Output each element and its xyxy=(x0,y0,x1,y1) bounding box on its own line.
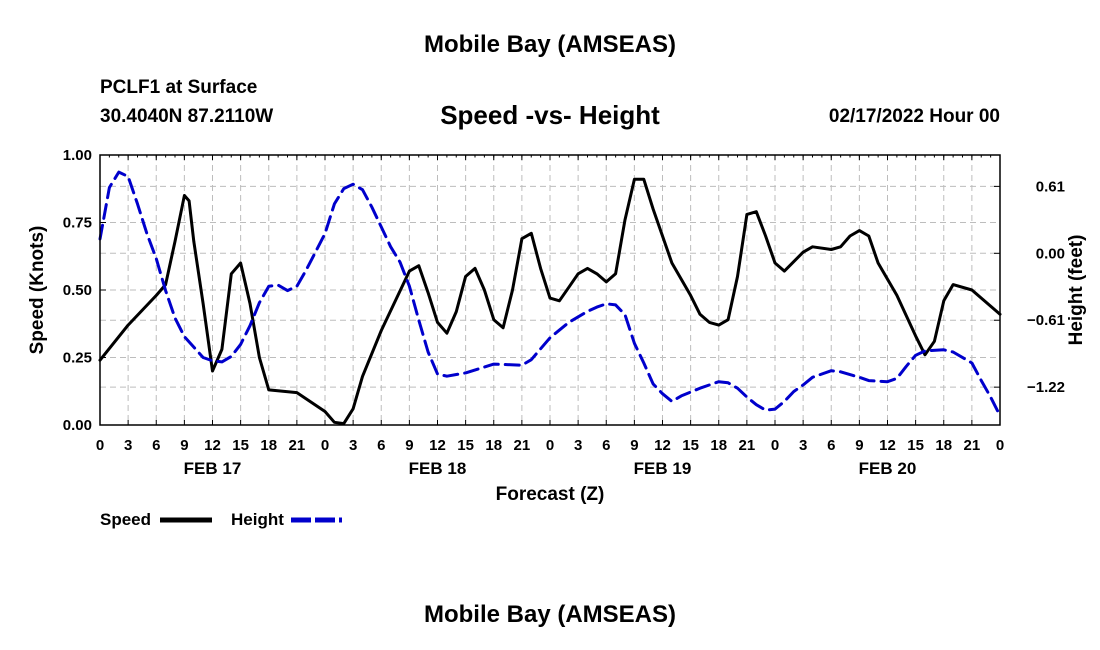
series-line-height xyxy=(98,170,1002,418)
x-tick-label: 0 xyxy=(321,437,329,454)
y-tick-label: 0.25 xyxy=(63,350,92,367)
y-tick-label: 1.00 xyxy=(63,147,92,164)
x-tick-label: 6 xyxy=(602,437,610,454)
x-tick-label: 18 xyxy=(260,437,277,454)
axes: 0 3 6 9 12 15 18 21 0 3 6 9 12 15 18 21 0 3 6 9 12 15 18 21 0 3 6 9… xyxy=(63,147,1065,478)
datetime-label: 02/17/2022 Hour 00 xyxy=(828,106,1000,127)
series-line-speed xyxy=(98,177,1002,426)
x-tick-label: 3 xyxy=(349,437,357,454)
x-tick-label: 18 xyxy=(485,437,502,454)
date-label: FEB 19 xyxy=(634,459,692,478)
x-tick-label: 12 xyxy=(654,437,671,454)
x-tick-label: 9 xyxy=(405,437,413,454)
y2-tick-label: 0.61 xyxy=(1036,178,1065,195)
x-tick-label: 0 xyxy=(771,437,779,454)
y2-tick-label: −0.61 xyxy=(1027,312,1065,329)
legend-label-height: Height xyxy=(231,510,284,529)
station-label: PCLF1 at Surface xyxy=(100,77,258,98)
x-tick-label: 9 xyxy=(180,437,188,454)
x-tick-label: 0 xyxy=(996,437,1004,454)
grid xyxy=(100,155,1000,425)
x-tick-label: 18 xyxy=(935,437,952,454)
chart-title: Speed -vs- Height xyxy=(440,100,660,130)
date-label: FEB 17 xyxy=(184,459,242,478)
x-tick-label: 6 xyxy=(377,437,385,454)
x-tick-label: 15 xyxy=(682,437,699,454)
x-tick-label: 6 xyxy=(827,437,835,454)
x-tick-label: 18 xyxy=(710,437,727,454)
x-tick-label: 9 xyxy=(630,437,638,454)
x-tick-label: 12 xyxy=(429,437,446,454)
y2-axis-label: Height (feet) xyxy=(1066,235,1087,346)
x-tick-label: 6 xyxy=(152,437,160,454)
page-title: Mobile Bay (AMSEAS) xyxy=(423,31,677,58)
x-axis-label: Forecast (Z) xyxy=(496,484,605,505)
x-tick-label: 12 xyxy=(204,437,221,454)
bottom-title: Mobile Bay (AMSEAS) xyxy=(423,601,677,628)
legend: Speed Height xyxy=(100,510,342,529)
x-tick-label: 21 xyxy=(289,437,306,454)
x-tick-label: 0 xyxy=(96,437,104,454)
x-tick-label: 15 xyxy=(232,437,249,454)
y-axis-label: Speed (Knots) xyxy=(27,226,48,355)
x-tick-label: 21 xyxy=(964,437,981,454)
x-tick-label: 3 xyxy=(574,437,582,454)
x-tick-label: 12 xyxy=(879,437,896,454)
x-tick-label: 15 xyxy=(457,437,474,454)
y2-tick-label: −1.22 xyxy=(1027,379,1065,396)
x-tick-label: 0 xyxy=(546,437,554,454)
y-tick-label: 0.00 xyxy=(63,417,92,434)
x-tick-label: 21 xyxy=(514,437,531,454)
y-tick-label: 0.50 xyxy=(63,282,92,299)
x-tick-label: 15 xyxy=(907,437,924,454)
axis-labels: Forecast (Z) Speed (Knots) Height (feet) xyxy=(27,226,1087,505)
date-label: FEB 20 xyxy=(859,459,917,478)
location-label: 30.4040N 87.2110W xyxy=(100,106,274,127)
plot-frame xyxy=(99,154,1001,426)
y-tick-label: 0.75 xyxy=(63,215,92,232)
x-tick-label: 21 xyxy=(739,437,756,454)
x-tick-label: 3 xyxy=(799,437,807,454)
x-tick-label: 9 xyxy=(855,437,863,454)
series-layer xyxy=(98,170,1002,426)
date-label: FEB 18 xyxy=(409,459,467,478)
x-tick-label: 3 xyxy=(124,437,132,454)
y2-tick-label: 0.00 xyxy=(1036,245,1065,262)
legend-label-speed: Speed xyxy=(100,510,151,529)
